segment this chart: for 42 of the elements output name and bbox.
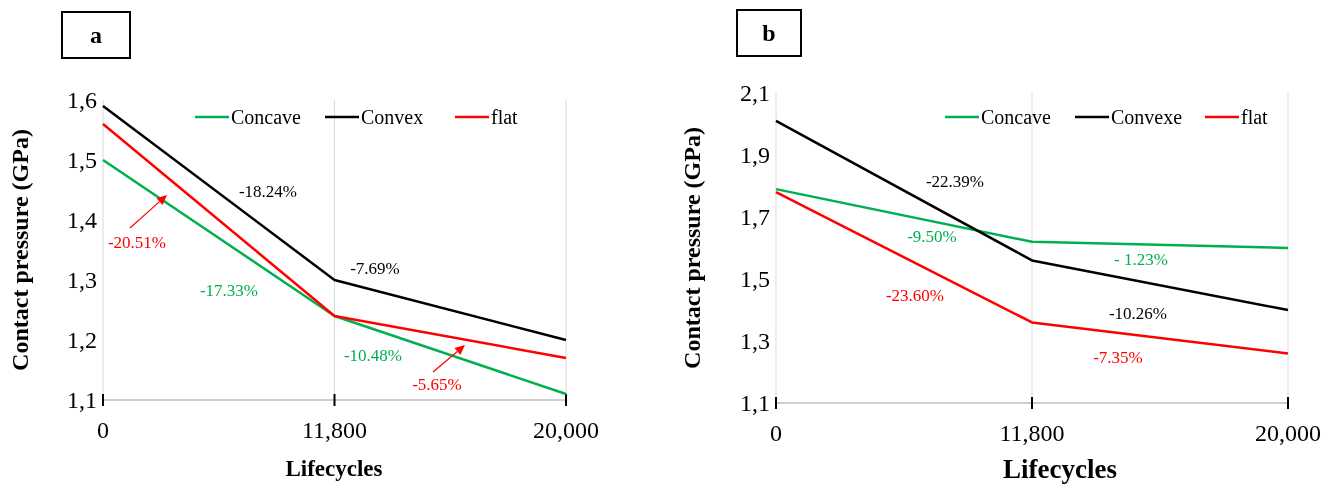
annotation: -18.24% — [238, 182, 298, 201]
y-tick-label: 1,1 — [740, 390, 770, 416]
x-tick-label: 0 — [770, 420, 782, 446]
y-tick-label: 1,1 — [67, 387, 97, 413]
y-tick-label: 1,5 — [67, 147, 97, 173]
annotation: -22.39% — [925, 172, 985, 191]
y-axis-title: Contact pressure (GPa) — [679, 127, 705, 369]
x-tick-label: 11,800 — [999, 420, 1065, 446]
x-tick-label: 0 — [97, 417, 109, 443]
legend-label: Concave — [981, 106, 1052, 128]
legend-label: Concave — [231, 106, 302, 128]
chart-title: a — [90, 22, 102, 48]
y-tick-label: 1,3 — [67, 267, 97, 293]
x-tick-label: 20,000 — [533, 417, 599, 443]
x-axis-title: Lifecycles — [1003, 454, 1117, 484]
annotation: -20.51% — [107, 233, 167, 252]
chart-title: b — [762, 20, 776, 46]
annotation: -10.26% — [1108, 304, 1168, 323]
annotation: - 1.23% — [1114, 250, 1168, 269]
y-tick-label: 2,1 — [740, 80, 770, 106]
y-tick-label: 1,7 — [740, 204, 770, 230]
y-axis-title: Contact pressure (GPa) — [7, 129, 33, 371]
annotation: -7.69% — [350, 259, 400, 278]
legend-label: flat — [491, 106, 519, 128]
annotation: -10.48% — [343, 346, 403, 365]
annotation: -23.60% — [885, 286, 945, 305]
annotation: -17.33% — [199, 281, 259, 300]
y-tick-label: 1,4 — [67, 207, 97, 233]
y-tick-label: 1,2 — [67, 327, 97, 353]
annotation: -7.35% — [1093, 348, 1143, 367]
legend-label: flat — [1241, 106, 1269, 128]
y-tick-label: 1,5 — [740, 266, 770, 292]
x-tick-label: 11,800 — [301, 417, 368, 443]
annotation: -9.50% — [907, 227, 957, 246]
annotation: -5.65% — [412, 375, 462, 394]
y-tick-label: 1,6 — [67, 87, 97, 113]
x-tick-label: 20,000 — [1255, 420, 1321, 446]
y-tick-label: 1,3 — [740, 328, 770, 354]
x-axis-title: Lifecycles — [285, 456, 383, 481]
legend-label: Convexe — [1111, 106, 1183, 128]
y-tick-label: 1,9 — [740, 142, 770, 168]
legend-label: Convex — [361, 106, 424, 128]
